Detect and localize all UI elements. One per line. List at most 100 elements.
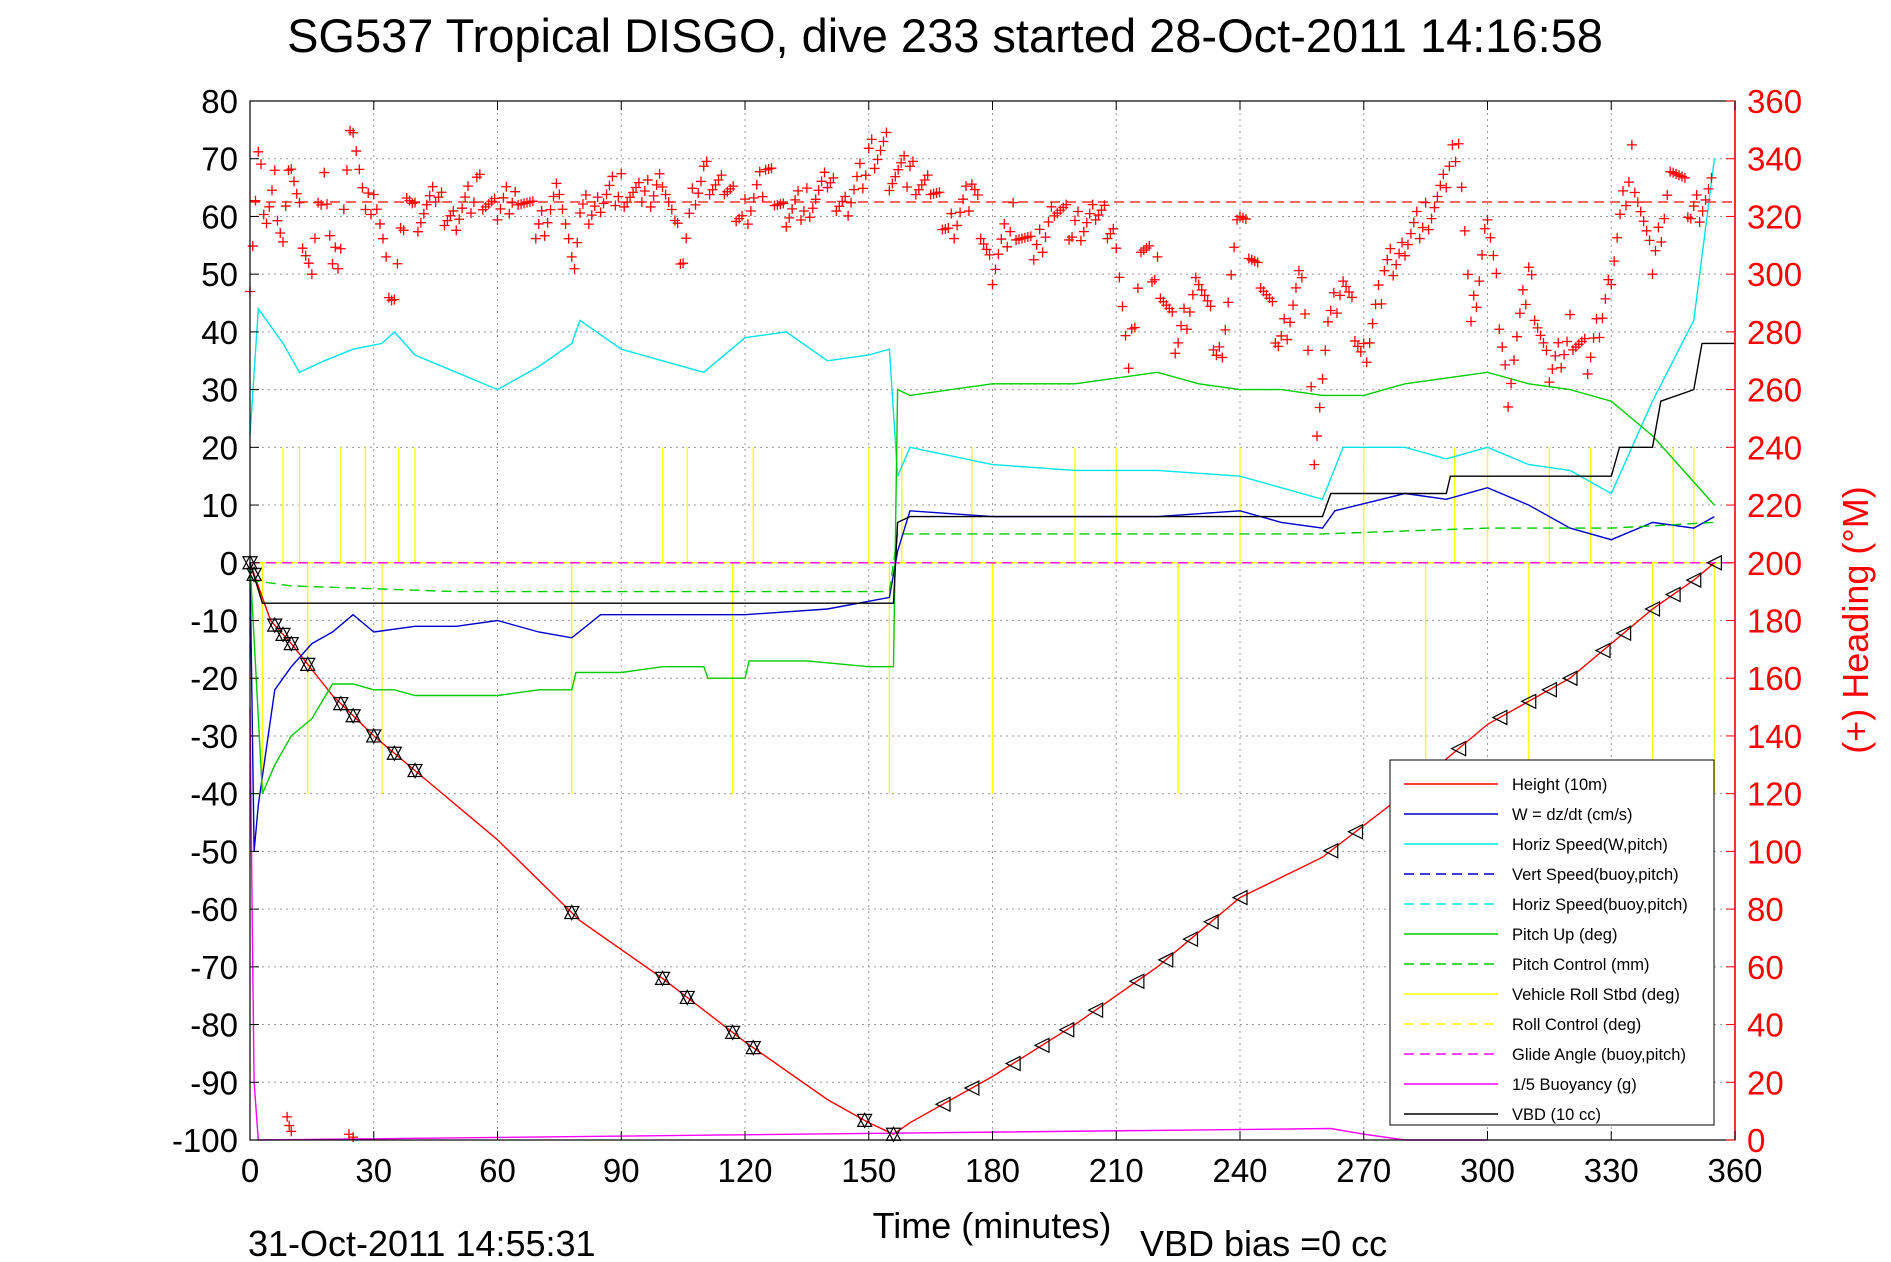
heading-point <box>1072 206 1083 217</box>
heading-point <box>1641 225 1652 236</box>
heading-point <box>1229 242 1240 253</box>
heading-point <box>1411 206 1422 217</box>
y-tick-label: -90 <box>190 1064 238 1101</box>
heading-point <box>563 233 574 244</box>
heading-point <box>267 185 277 196</box>
heading-point <box>300 250 311 261</box>
heading-point <box>1240 214 1251 225</box>
heading-point <box>551 178 562 189</box>
heading-point <box>1111 243 1122 254</box>
heading-point <box>1149 274 1160 285</box>
y2-tick-label: 120 <box>1747 776 1802 813</box>
heading-point <box>510 186 521 197</box>
heading-point <box>1364 337 1375 348</box>
depth-marker-descent <box>246 566 263 581</box>
depth-marker-ascent <box>1004 1055 1021 1072</box>
heading-point <box>716 170 727 181</box>
heading-point <box>1002 241 1013 252</box>
x-tick-label: 180 <box>965 1152 1020 1189</box>
heading-series <box>245 125 1735 1143</box>
heading-point <box>1043 216 1054 227</box>
depth-marker-ascent <box>1491 709 1508 726</box>
heading-point <box>322 199 332 210</box>
roll-series-layer <box>261 447 1716 794</box>
y2-tick-label: 40 <box>1747 1007 1784 1044</box>
heading-point <box>468 197 479 208</box>
heading-point <box>1341 281 1352 292</box>
heading-point <box>378 233 389 244</box>
heading-point <box>1290 282 1301 293</box>
heading-point <box>1028 254 1039 265</box>
x-tick-label: 30 <box>355 1152 392 1189</box>
heading-point <box>386 295 397 306</box>
heading-point <box>595 207 606 218</box>
heading-point <box>530 233 541 244</box>
heading-point <box>272 215 283 226</box>
heading-point <box>527 196 538 207</box>
heading-point <box>972 190 983 201</box>
heading-point <box>282 1111 293 1122</box>
heading-point <box>1405 228 1416 239</box>
heading-point <box>418 208 429 219</box>
heading-point <box>463 181 474 192</box>
heading-point <box>371 204 382 215</box>
heading-point <box>813 185 824 196</box>
y2-tick-label: 200 <box>1747 545 1802 582</box>
heading-point <box>1344 286 1355 297</box>
y2-axis-label: (+) Heading (°M) <box>1835 486 1876 753</box>
heading-point <box>1509 355 1520 366</box>
heading-point <box>1538 337 1549 348</box>
heading-point <box>1626 139 1637 150</box>
heading-point <box>1117 301 1128 312</box>
heading-point <box>875 145 886 156</box>
heading-point <box>1432 191 1443 202</box>
depth-marker-ascent <box>934 1096 951 1113</box>
heading-point <box>278 236 288 247</box>
heading-point <box>1282 334 1293 345</box>
y2-tick-label: 320 <box>1747 198 1802 235</box>
heading-point <box>1299 308 1310 319</box>
heading-point <box>1267 296 1278 307</box>
heading-point <box>1565 309 1575 320</box>
x-tick-label: 210 <box>1089 1152 1144 1189</box>
legend: Height (10m) W = dz/dt (cm/s) Horiz Speed(… <box>1389 759 1715 1126</box>
heading-point <box>657 182 668 193</box>
heading-point <box>1273 341 1284 352</box>
heading-point <box>457 203 468 214</box>
heading-point <box>869 163 880 174</box>
heading-point <box>1623 177 1634 188</box>
heading-point <box>884 185 895 196</box>
y-tick-label: 80 <box>201 83 238 120</box>
heading-point <box>748 192 759 203</box>
heading-point <box>955 207 966 218</box>
heading-point <box>1141 242 1152 253</box>
heading-point <box>1429 202 1440 213</box>
heading-point <box>1129 322 1140 333</box>
heading-point <box>1214 341 1225 352</box>
y-tick-label: 40 <box>201 314 238 351</box>
heading-point <box>1562 336 1573 347</box>
y2-tick-label: 80 <box>1747 891 1784 928</box>
x-axis-label: Time (minutes) <box>873 1205 1112 1246</box>
heading-point <box>1444 161 1455 172</box>
heading-point <box>1037 247 1048 258</box>
heading-point <box>816 176 827 187</box>
heading-point <box>790 194 801 205</box>
heading-point <box>946 208 957 219</box>
heading-point <box>952 220 963 231</box>
heading-point <box>1553 337 1564 348</box>
legend-label: W = dz/dt (cm/s) <box>1512 806 1633 824</box>
y-tick-label: -30 <box>190 718 238 755</box>
heading-point <box>1338 276 1349 287</box>
heading-point <box>577 198 588 209</box>
axis-ticks <box>249 100 1736 1141</box>
heading-point <box>675 258 686 269</box>
x-tick-label: 0 <box>241 1152 259 1189</box>
heading-point <box>1078 226 1089 237</box>
heading-point <box>1394 248 1405 259</box>
heading-point <box>1688 201 1699 212</box>
depth-marker-ascent <box>1706 554 1722 571</box>
heading-point <box>1173 337 1184 348</box>
heading-point <box>1650 245 1661 256</box>
